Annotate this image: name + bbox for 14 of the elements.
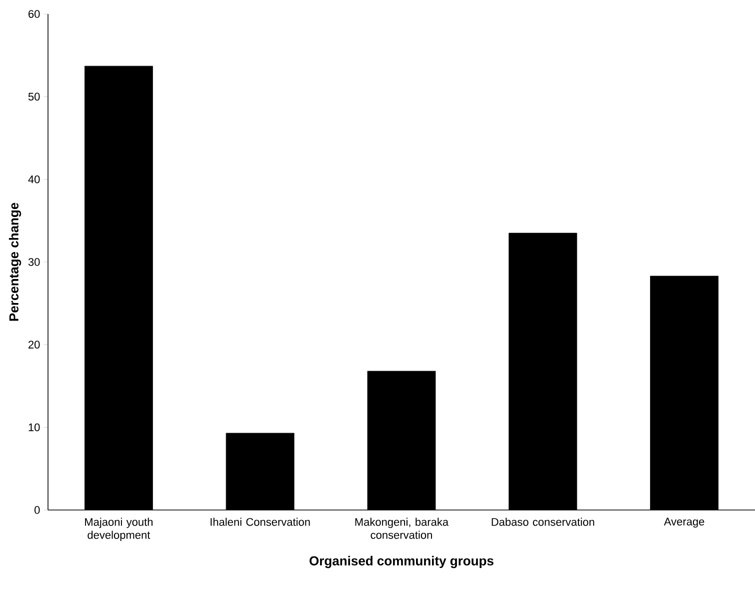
- x-axis-title: Organised community groups: [310, 556, 494, 568]
- x-tick-label: Makongeni, baraka conservation: [355, 518, 449, 539]
- y-tick-label: 0: [34, 506, 40, 514]
- y-tick-label: 40: [28, 175, 40, 184]
- x-tick-label: Average: [664, 518, 704, 528]
- y-tick-label: 20: [28, 340, 40, 349]
- x-tick-label: Ihaleni Conservation: [210, 518, 310, 526]
- y-tick-label: 30: [28, 258, 40, 266]
- x-tick-label: Majaoni youth development: [85, 518, 153, 542]
- x-tick-label: Dabaso conservation: [492, 518, 594, 526]
- y-tick-label: 60: [28, 10, 40, 18]
- y-axis-title: Percentage change: [8, 202, 22, 321]
- y-tick-label: 50: [28, 92, 40, 101]
- y-tick-label: 10: [28, 423, 40, 432]
